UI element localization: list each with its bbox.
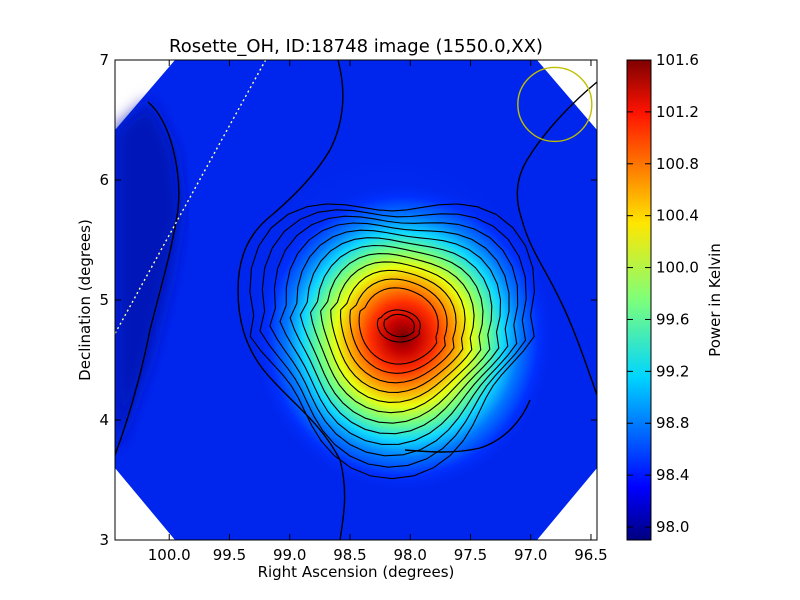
low-power-region	[115, 100, 182, 455]
contour-lines	[249, 203, 535, 480]
contour-line	[249, 203, 535, 480]
plot-area	[115, 60, 597, 540]
y-tick-label: 4	[99, 411, 109, 429]
colorbar-tick-label: 98.4	[656, 466, 689, 484]
colorbar	[626, 59, 652, 541]
colorbar-tick-label: 98.0	[656, 518, 689, 536]
colorbar-tick-label: 101.2	[656, 103, 699, 121]
y-tick-label: 7	[99, 51, 109, 69]
contour-line	[279, 222, 510, 445]
x-tick-label: 99.5	[213, 546, 246, 564]
contour-line	[330, 261, 466, 393]
y-tick-label: 6	[99, 171, 109, 189]
x-tick-label: 97.5	[454, 546, 487, 564]
contour-line	[320, 253, 475, 403]
y-tick-label: 5	[99, 291, 109, 309]
contour-line	[309, 244, 484, 414]
y-tick-label: 3	[99, 531, 109, 549]
colorbar-tick-label: 99.6	[656, 310, 689, 328]
colorbar-tick-label: 101.6	[656, 51, 699, 69]
x-tick-label: 97.0	[514, 546, 547, 564]
chart-title: Rosette_OH, ID:18748 image (1550.0,XX)	[169, 36, 543, 57]
x-axis-label: Right Ascension (degrees)	[258, 563, 455, 581]
colorbar-tick-label: 100.4	[656, 207, 699, 225]
contour-outer-right	[516, 81, 597, 396]
colorbar-tick-label: 99.2	[656, 362, 689, 380]
y-axis-ticks: 3 4 5 6 7	[99, 51, 597, 549]
x-tick-label: 98.0	[394, 546, 427, 564]
contour-line	[299, 237, 493, 424]
contour-line	[289, 229, 502, 435]
contour-outer-left	[115, 101, 180, 456]
x-tick-label: 96.5	[574, 546, 607, 564]
dotted-line	[115, 60, 267, 334]
x-axis-ticks: 100.0 99.5 99.0 98.5 98.0 97.5 97.0 96.5	[148, 60, 608, 564]
contour-outer-top	[237, 60, 346, 540]
contour-line	[383, 313, 415, 338]
contour-line	[349, 278, 448, 374]
colorbar-ticks: 98.0 98.4 98.8 99.2 99.6 100.0 100.4 100.8 101.2…	[627, 51, 699, 536]
contour-line	[376, 309, 421, 343]
colorbar-label: Power in Kelvin	[706, 243, 724, 357]
x-tick-label: 100.0	[148, 546, 191, 564]
x-tick-label: 99.0	[273, 546, 306, 564]
colorbar-tick-label: 100.8	[656, 155, 699, 173]
colorbar-tick-label: 100.0	[656, 259, 699, 277]
colorbar-tick-label: 98.8	[656, 414, 689, 432]
contour-line	[339, 269, 457, 384]
contour-line	[259, 209, 527, 468]
contour-outer-bottom-right	[404, 399, 531, 453]
x-tick-label: 98.5	[333, 546, 366, 564]
beam-circle	[517, 66, 593, 143]
y-axis-label: Declination (degrees)	[76, 219, 94, 381]
contour-line	[358, 287, 439, 365]
contour-line	[269, 215, 519, 457]
